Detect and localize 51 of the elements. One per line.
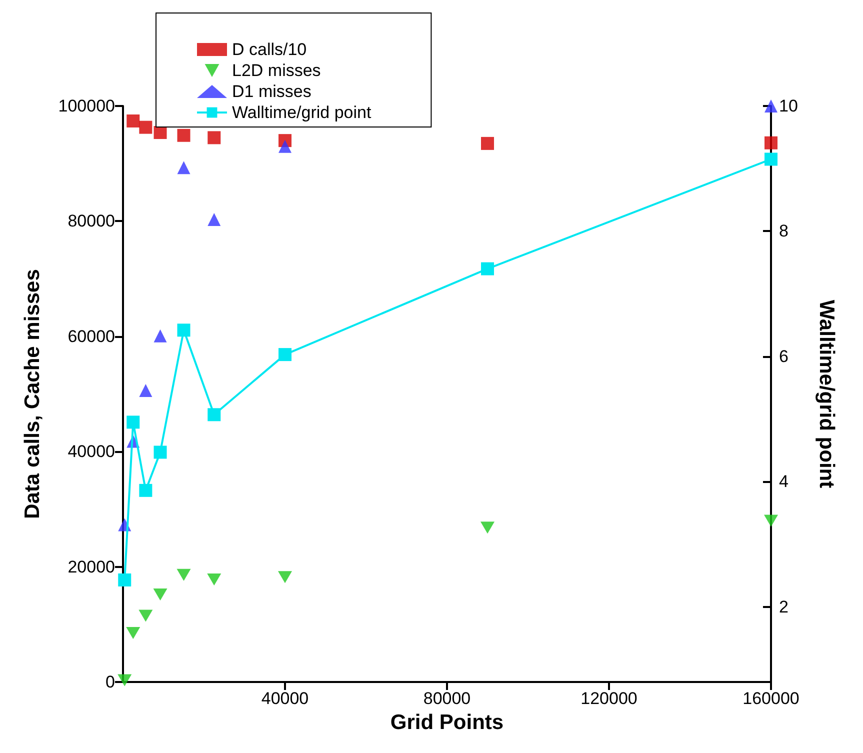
point [154, 446, 167, 459]
point [278, 140, 292, 153]
y-axis-title: Data calls, Cache misses [21, 269, 44, 519]
point [177, 161, 190, 174]
legend-label: L2D misses [232, 61, 321, 80]
point [126, 114, 140, 128]
point [126, 627, 140, 640]
y2-tick-label: 8 [779, 222, 788, 241]
point [138, 610, 153, 622]
point [208, 212, 221, 226]
point [154, 329, 167, 342]
y2-axis-title: Walltime/grid point [815, 300, 838, 488]
y-tick-label: 100000 [58, 96, 115, 116]
x-tick-label: 80000 [423, 689, 471, 708]
point [764, 136, 778, 150]
point [278, 348, 292, 362]
y-tick-label: 0 [106, 672, 115, 692]
point [139, 384, 152, 398]
legend-label: D1 misses [232, 82, 312, 101]
x-tick-label: 160000 [742, 689, 800, 708]
point [176, 568, 191, 581]
point [764, 514, 778, 527]
y2-tick-label: 2 [779, 597, 788, 616]
y2-tick-label: 10 [779, 96, 798, 116]
point [764, 152, 778, 166]
y2-tick-label: 6 [779, 346, 788, 366]
point [118, 674, 132, 686]
y2-tick-label: 4 [779, 472, 788, 492]
y-tick-label: 40000 [68, 442, 115, 462]
point [139, 120, 152, 134]
y-tick-label: 60000 [68, 326, 115, 346]
point [207, 573, 222, 586]
point [177, 128, 190, 142]
point [278, 571, 292, 584]
x-tick-label: 40000 [261, 689, 309, 708]
legend-label: D calls/10 [232, 40, 307, 59]
point [126, 416, 140, 429]
point [481, 136, 494, 150]
y-tick-label: 20000 [68, 557, 115, 576]
y-tick-label: 80000 [68, 212, 115, 231]
point [480, 522, 494, 534]
x-tick-label: 120000 [580, 689, 638, 708]
point [481, 262, 494, 276]
point [208, 408, 221, 422]
point [118, 573, 132, 586]
point [177, 324, 190, 337]
legend-label: Walltime/grid point [232, 103, 372, 122]
x-axis-title: Grid Points [390, 711, 504, 734]
point [153, 588, 168, 600]
point [208, 131, 221, 144]
point [139, 484, 152, 497]
